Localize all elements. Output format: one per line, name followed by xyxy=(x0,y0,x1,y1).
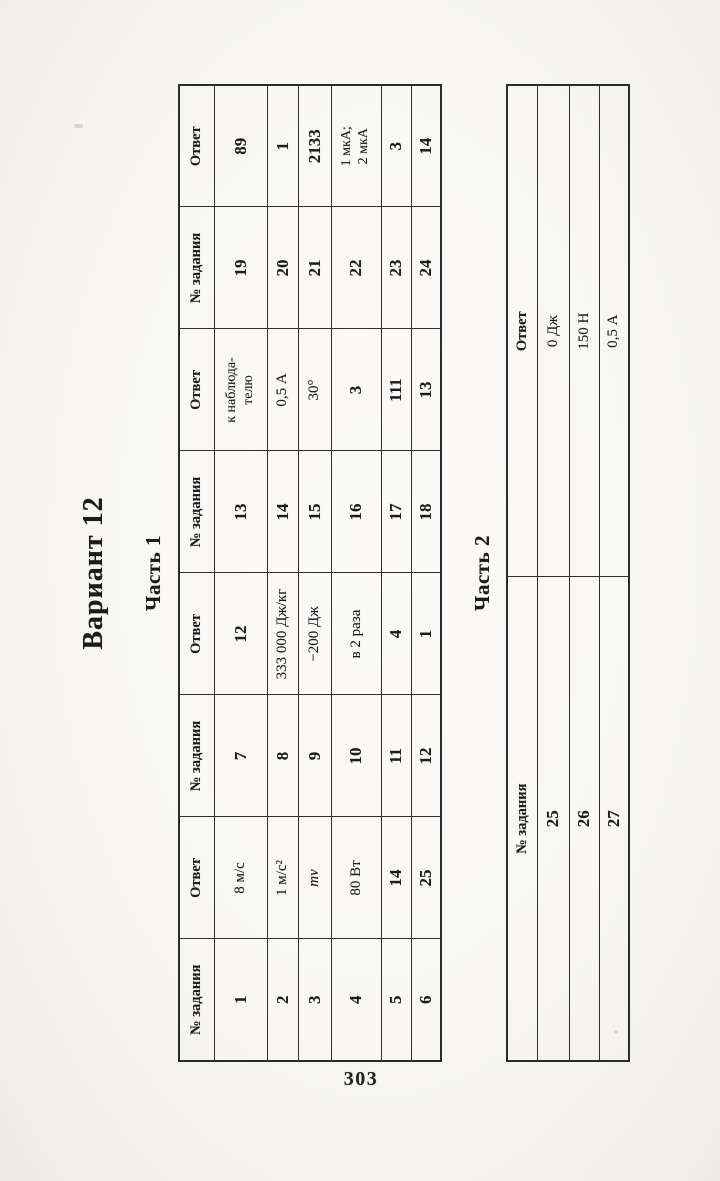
task-number-cell: 2 xyxy=(267,939,298,1061)
task-number-cell: 17 xyxy=(381,451,411,573)
answer-cell: 12 xyxy=(214,573,267,695)
header-row: № задания Ответ № задания Ответ № задани… xyxy=(179,85,214,1061)
answer-cell: mv xyxy=(298,817,331,939)
task-number-cell: 15 xyxy=(298,451,331,573)
answer-cell: 1 м/с² xyxy=(267,817,298,939)
answer-cell: 14 xyxy=(381,817,411,939)
column-header-num: № задания xyxy=(179,695,214,817)
scan-speck xyxy=(614,1030,618,1034)
page-number: 303 xyxy=(343,1068,379,1090)
answer-cell: 3 xyxy=(381,85,411,207)
answer-cell: 1 xyxy=(267,85,298,207)
column-header-num: № задания xyxy=(179,451,214,573)
answer-cell: 13 xyxy=(411,329,441,451)
answer-cell: в 2 раза xyxy=(331,573,381,695)
table-row: 27 0,5 А xyxy=(599,85,629,1061)
task-number-cell: 25 xyxy=(537,576,569,1061)
column-header-answer: Ответ xyxy=(179,817,214,939)
task-number-cell: 27 xyxy=(599,576,629,1061)
answer-cell: 1 xyxy=(411,573,441,695)
table-row: 4 80 Вт 10 в 2 раза 16 3 22 1 мкА; 2 мкА xyxy=(331,85,381,1061)
column-header-answer: Ответ xyxy=(179,573,214,695)
column-header-answer: Ответ xyxy=(507,85,537,577)
answer-cell: 25 xyxy=(411,817,441,939)
table-row: 6 25 12 1 18 13 24 14 xyxy=(411,85,441,1061)
task-number-cell: 6 xyxy=(411,939,441,1061)
part2-title: Часть 2 xyxy=(470,535,494,611)
task-number-cell: 3 xyxy=(298,939,331,1061)
table-row: 1 8 м/с 7 12 13 к наблюда- телю 19 89 xyxy=(214,85,267,1061)
part1-answers-table: № задания Ответ № задания Ответ № задани… xyxy=(178,84,442,1062)
answer-cell: 1 мкА; 2 мкА xyxy=(331,85,381,207)
table-row: 5 14 11 4 17 111 23 3 xyxy=(381,85,411,1061)
header-row: № задания Ответ xyxy=(507,85,537,1061)
task-number-cell: 19 xyxy=(214,207,267,329)
variant-title: Вариант 12 xyxy=(78,496,109,650)
answer-cell: 333 000 Дж/кг xyxy=(267,573,298,695)
content-area: Вариант 12 Часть 1 № задания Ответ № зад… xyxy=(0,84,720,1062)
task-number-cell: 10 xyxy=(331,695,381,817)
answer-cell: 14 xyxy=(411,85,441,207)
answer-cell: к наблюда- телю xyxy=(214,329,267,451)
answer-cell: 2133 xyxy=(298,85,331,207)
answer-cell: 30° xyxy=(298,329,331,451)
task-number-cell: 23 xyxy=(381,207,411,329)
answer-cell: 8 м/с xyxy=(214,817,267,939)
task-number-cell: 1 xyxy=(214,939,267,1061)
answer-cell: 4 xyxy=(381,573,411,695)
answer-cell: 0 Дж xyxy=(537,85,569,577)
table-row: 2 1 м/с² 8 333 000 Дж/кг 14 0,5 А 20 1 xyxy=(267,85,298,1061)
column-header-answer: Ответ xyxy=(179,329,214,451)
table-row: 26 150 Н xyxy=(569,85,599,1061)
task-number-cell: 26 xyxy=(569,576,599,1061)
task-number-cell: 5 xyxy=(381,939,411,1061)
task-number-cell: 16 xyxy=(331,451,381,573)
answer-cell: 89 xyxy=(214,85,267,207)
task-number-cell: 13 xyxy=(214,451,267,573)
task-number-cell: 12 xyxy=(411,695,441,817)
task-number-cell: 9 xyxy=(298,695,331,817)
task-number-cell: 22 xyxy=(331,207,381,329)
column-header-num: № задания xyxy=(179,939,214,1061)
task-number-cell: 20 xyxy=(267,207,298,329)
part2-answers-table: № задания Ответ 25 0 Дж 26 150 Н 27 0,5 … xyxy=(506,84,630,1062)
answer-cell: 80 Вт xyxy=(331,817,381,939)
answer-cell: 111 xyxy=(381,329,411,451)
task-number-cell: 8 xyxy=(267,695,298,817)
answer-cell: 0,5 А xyxy=(267,329,298,451)
answer-cell: −200 Дж xyxy=(298,573,331,695)
task-number-cell: 4 xyxy=(331,939,381,1061)
column-header-answer: Ответ xyxy=(179,85,214,207)
part1-title: Часть 1 xyxy=(141,535,165,611)
task-number-cell: 24 xyxy=(411,207,441,329)
column-header-num: № задания xyxy=(507,576,537,1061)
column-header-num: № задания xyxy=(179,207,214,329)
task-number-cell: 11 xyxy=(381,695,411,817)
table-row: 25 0 Дж xyxy=(537,85,569,1061)
task-number-cell: 7 xyxy=(214,695,267,817)
answer-cell: 150 Н xyxy=(569,85,599,577)
answer-cell: 3 xyxy=(331,329,381,451)
table-row: 3 mv 9 −200 Дж 15 30° 21 2133 xyxy=(298,85,331,1061)
scan-speck xyxy=(74,124,83,128)
task-number-cell: 21 xyxy=(298,207,331,329)
answer-cell: 0,5 А xyxy=(599,85,629,577)
task-number-cell: 14 xyxy=(267,451,298,573)
task-number-cell: 18 xyxy=(411,451,441,573)
